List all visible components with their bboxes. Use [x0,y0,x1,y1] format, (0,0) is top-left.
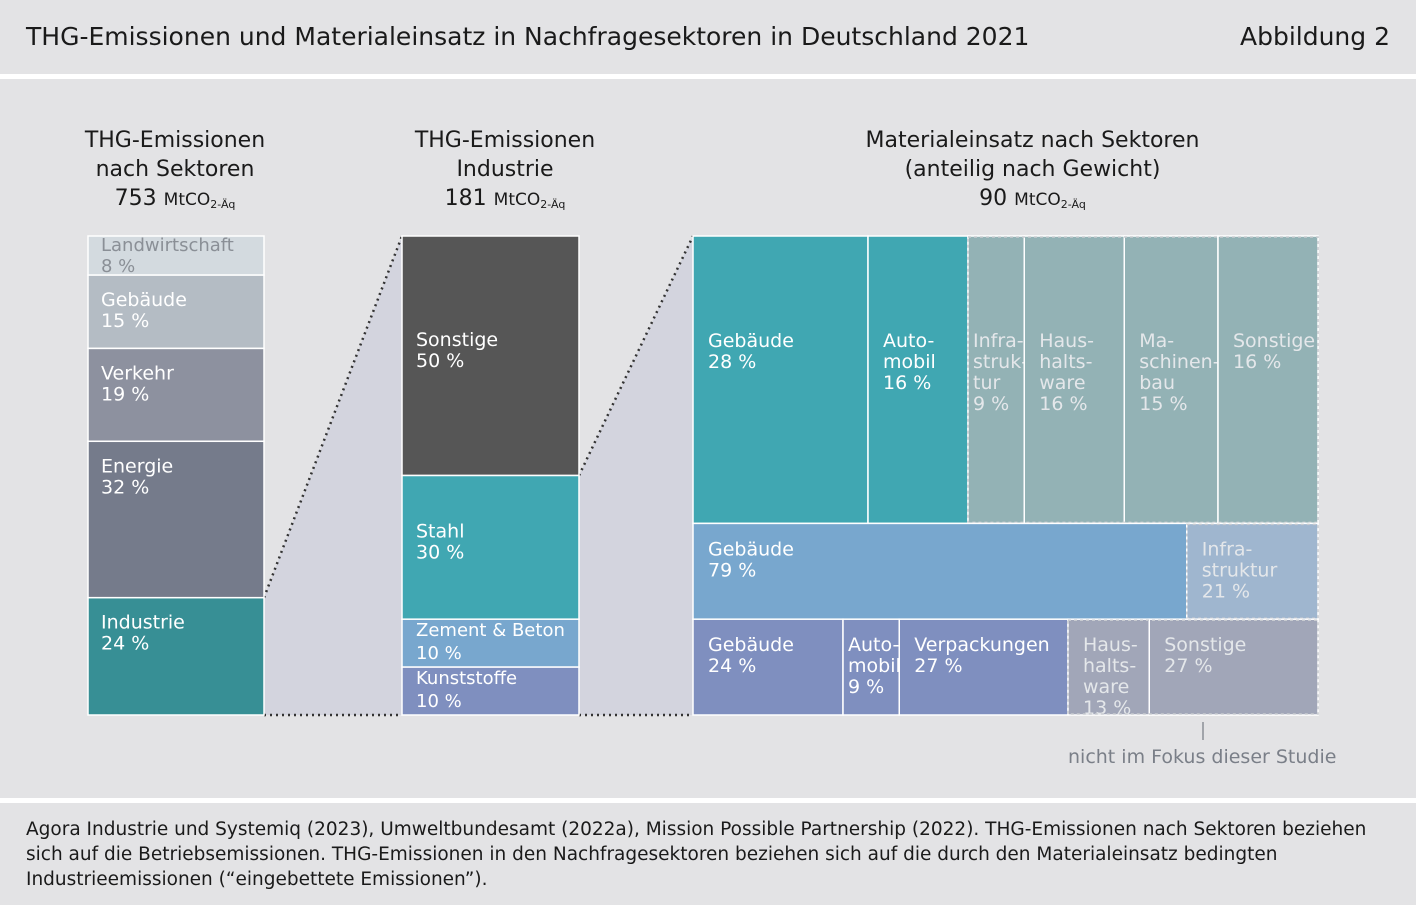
treemap-cell-stahl-auto-mobil [867,235,969,525]
treemap-cell-kunststoffe-haus-halts-ware [1067,618,1150,716]
chart3-title-line1: Materialeinsatz nach Sektoren [865,128,1200,153]
treemap-label-kunststoffe-auto-mobil: Auto-mobil 9 % [848,634,901,698]
figure-title: THG-Emissionen und Materialeinsatz in Na… [26,22,1030,51]
treemap-label-zement-beton-infra-struktur: Infra-struktur 21 % [1202,538,1278,602]
treemap-cell-stahl-haus-halts-ware [1023,235,1125,525]
treemap-label-stahl-ma-schinen-bau: Ma-schinen-bau 15 % [1139,330,1219,415]
figure-footer: Agora Industrie und Systemiq (2023), Umw… [0,798,1416,905]
segment-label-industrie: Industrie 24 % [101,612,185,655]
chart3-unit-sub: 2-Äq [1060,198,1086,211]
segment-sonstige [401,235,580,477]
chart3-unit: MtCO [1014,190,1061,210]
chart3-treemap: Gebäude 28 % Auto-mobil 16 % Infra-struk-tur… [692,235,1319,719]
connector-layer [262,235,695,717]
treemap-cell-stahl-gebäude [692,235,869,525]
chart2-unit-sub: 2-Äq [540,198,566,211]
chart3-heading: Materialeinsatz nach Sektoren (anteilig … [780,126,1285,219]
chart1-heading: THG-Emissionen nach Sektoren 753 MtCO2-Ä… [60,126,290,219]
chart1-total: 753 [114,186,157,211]
source-note: Agora Industrie und Systemiq (2023), Umw… [26,819,1367,890]
treemap-label-zement-beton-gebäude: Gebäude 79 % [708,538,794,581]
segment-energie [87,440,265,599]
treemap-cell-zement-beton-gebäude [692,522,1188,620]
segment-label-stahl: Stahl 30 % [416,520,464,563]
segment-label-verkehr: Verkehr 19 % [101,362,174,405]
not-in-focus-note: nicht im Fokus dieser Studie [1068,746,1337,768]
connector-line-top-1 [262,235,404,599]
chart2-total-line: 181 MtCO2-Äq [380,184,630,219]
not-in-focus-outline-stahl [967,236,1319,524]
treemap-cell-kunststoffe-verpackungen [898,618,1069,716]
segment-gebäude [87,274,265,350]
figure-header: THG-Emissionen und Materialeinsatz in Na… [0,0,1416,79]
not-in-focus-outline-zement-beton [1186,523,1319,619]
segment-landwirtschaft [87,235,265,276]
treemap-cell-kunststoffe-auto-mobil [842,618,900,716]
treemap-label-kunststoffe-gebäude: Gebäude 24 % [708,634,794,677]
chart2-stacked-bar: Sonstige 50 % Stahl 30 % Zement & Beton 10 %K… [401,235,580,716]
treemap-label-stahl-sonstige: Sonstige 16 % [1233,330,1315,373]
segment-label-kunststoffe: Kunststoffe 10 % [416,668,517,712]
treemap-cell-zement-beton-infra-struktur [1186,522,1319,620]
segment-label-energie: Energie 32 % [101,455,173,498]
chart2-unit: MtCO [493,190,541,210]
chart1-title-line2: nach Sektoren [95,157,255,182]
segment-label-gebäude: Gebäude 15 % [101,289,187,332]
segment-kunststoffe [401,666,580,716]
chart3-title-line2: (anteilig nach Gewicht) [904,157,1161,182]
figure-number: Abbildung 2 [1239,22,1390,51]
treemap-label-kunststoffe-verpackungen: Verpackungen 27 % [914,634,1049,677]
chart2-title-line2: Industrie [456,157,554,182]
treemap-label-stahl-gebäude: Gebäude 28 % [708,330,794,373]
segment-label-sonstige: Sonstige 50 % [416,329,498,372]
treemap-label-kunststoffe-haus-halts-ware: Haus-halts-ware 13 % [1083,634,1138,719]
segment-stahl [401,474,580,620]
chart2-heading: THG-Emissionen Industrie 181 MtCO2-Äq [380,126,630,219]
chart2-total: 181 [444,186,487,211]
segment-label-zement-beton: Zement & Beton 10 % [416,620,565,664]
chart1-unit: MtCO [163,190,211,210]
treemap-label-kunststoffe-sonstige: Sonstige 27 % [1164,634,1246,677]
chart1-unit-sub: 2-Äq [210,198,236,211]
funnel-industry [264,236,402,715]
funnel-materials [579,236,693,715]
segment-verkehr [87,347,265,443]
treemap-cell-stahl-sonstige [1217,235,1319,525]
connector-line-top-2 [577,235,695,477]
treemap-label-stahl-haus-halts-ware: Haus-halts-ware 16 % [1039,330,1094,415]
segment-label-landwirtschaft: Landwirtschaft 8 % [101,235,234,277]
chart3-total-line: 90 MtCO2-Äq [780,184,1285,219]
treemap-cell-kunststoffe-sonstige [1148,618,1319,716]
chart3-total: 90 [979,186,1008,211]
treemap-cell-stahl-ma-schinen-bau [1123,235,1219,525]
treemap-label-stahl-infra-struk-tur: Infra-struk-tur 9 % [973,330,1028,415]
chart1-total-line: 753 MtCO2-Äq [60,184,290,219]
segment-industrie [87,596,265,716]
treemap-label-stahl-auto-mobil: Auto-mobil 16 % [883,330,936,394]
not-in-focus-outline-kunststoffe [1067,619,1319,715]
chart2-title-line1: THG-Emissionen [414,128,596,153]
chart1-stacked-bar: Landwirtschaft 8 % Gebäude 15 % Verkehr 19 % E… [87,235,265,716]
chart1-title-line1: THG-Emissionen [84,128,266,153]
